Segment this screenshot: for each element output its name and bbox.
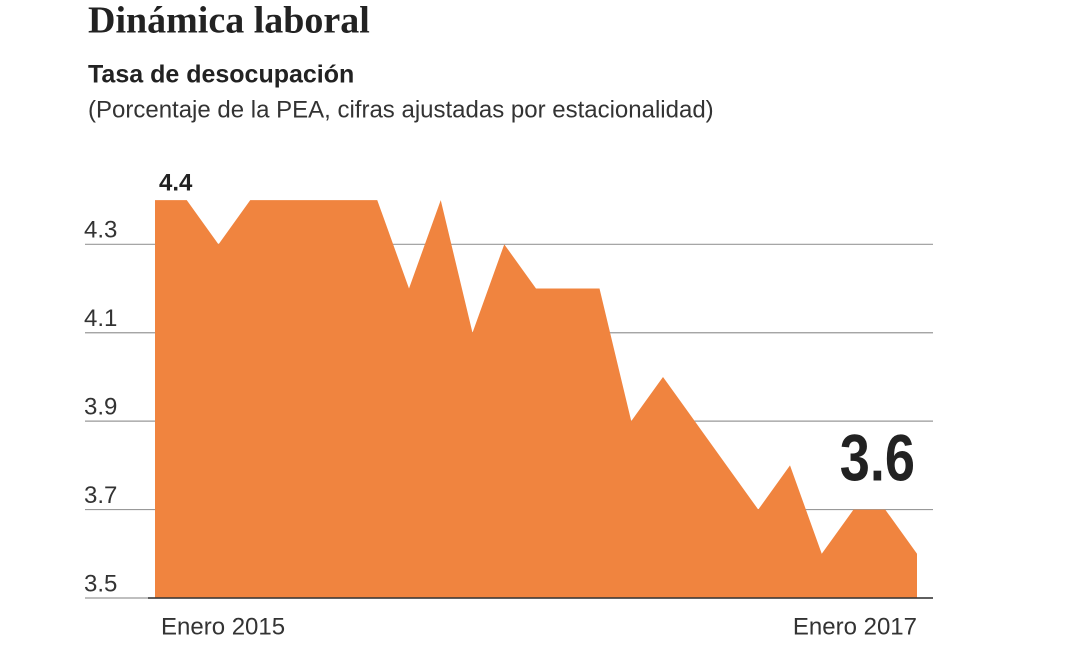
chart-title: Dinámica laboral bbox=[88, 0, 370, 42]
y-tick-label: 3.9 bbox=[84, 394, 117, 421]
y-tick-label: 4.3 bbox=[84, 217, 117, 244]
plot bbox=[148, 200, 933, 599]
chart-subtitle: Tasa de desocupación bbox=[88, 61, 354, 89]
data-label: 4.4 bbox=[159, 169, 193, 196]
y-tick-label: 4.1 bbox=[84, 305, 117, 332]
area bbox=[155, 200, 917, 598]
x-tick-label: Enero 2017 bbox=[793, 613, 917, 640]
y-tick-label: 3.7 bbox=[84, 482, 117, 509]
chart-note: (Porcentaje de la PEA, cifras ajustadas … bbox=[88, 96, 714, 123]
labels: 3.5 3.7 3.9 4.1 4.3 Enero 2015 Enero 2017 4.4 3.… bbox=[84, 169, 917, 640]
y-tick-label: 3.5 bbox=[84, 570, 117, 597]
data-label: 3.6 bbox=[840, 420, 915, 494]
x-tick-label: Enero 2015 bbox=[161, 613, 285, 640]
